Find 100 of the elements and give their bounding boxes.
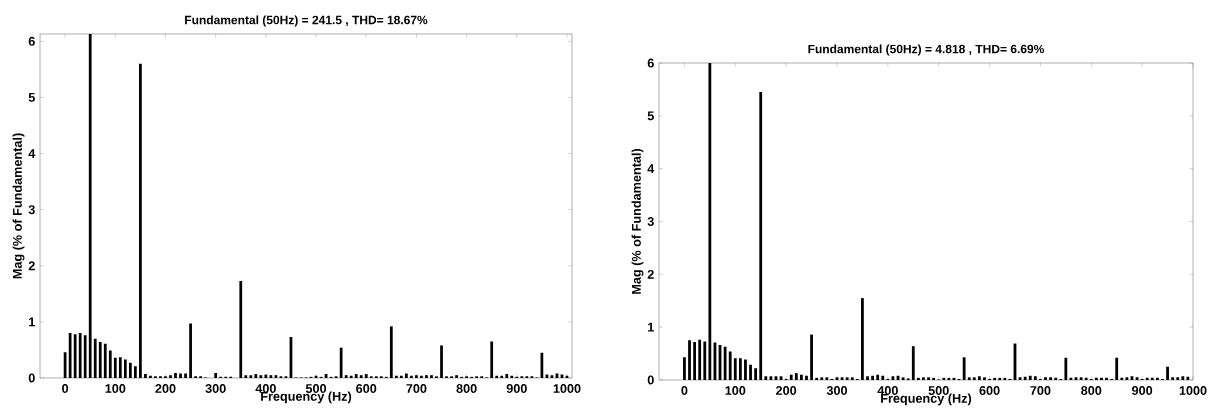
bar <box>108 350 112 378</box>
bar <box>78 333 82 378</box>
bar <box>993 377 997 380</box>
bar <box>149 375 152 378</box>
bar <box>794 373 798 380</box>
bar <box>1023 376 1027 380</box>
bar <box>754 368 758 380</box>
bar <box>88 34 92 378</box>
y-tick-label: 0 <box>28 373 35 383</box>
bar <box>128 362 132 378</box>
x-tick-label: 900 <box>506 384 527 393</box>
bar <box>723 346 727 380</box>
y-tick-label: 6 <box>28 36 35 46</box>
bar <box>410 375 413 378</box>
bar <box>983 377 986 380</box>
x-tick-label: 700 <box>1030 386 1051 395</box>
y-tick-label: 6 <box>647 58 654 68</box>
bar <box>1150 377 1154 380</box>
x-tick-label: 500 <box>305 384 327 393</box>
bar <box>103 343 107 378</box>
x-tick-label: 1000 <box>1179 386 1207 395</box>
bar <box>83 335 87 378</box>
bar <box>430 375 433 378</box>
bar <box>113 357 117 378</box>
bar <box>1125 377 1129 380</box>
bar <box>815 377 819 380</box>
x-tick-label: 0 <box>62 384 69 393</box>
x-tick-label: 200 <box>776 386 797 395</box>
x-tick-label: 300 <box>205 384 226 394</box>
bar <box>98 342 102 378</box>
bar <box>911 346 915 380</box>
bar <box>805 375 808 380</box>
bar <box>698 339 702 380</box>
bar <box>1181 376 1185 380</box>
bar <box>738 358 742 380</box>
y-tick-label: 1 <box>29 317 35 327</box>
y-axis-title: Mag (% of Fundamental) <box>631 148 644 294</box>
bar <box>967 377 971 380</box>
x-tick-label: 800 <box>456 384 477 393</box>
bar <box>688 340 691 380</box>
bar <box>922 377 925 380</box>
bar <box>871 375 874 380</box>
y-axis-title: Mag (% of Fundamental) <box>12 133 25 279</box>
bar <box>820 377 824 380</box>
bar <box>947 377 951 380</box>
bar <box>134 366 137 378</box>
x-tick-label: 800 <box>1081 386 1102 395</box>
chart-title: Fundamental (50Hz) = 4.818 , THD= 6.69% <box>808 44 1045 56</box>
y-tick-label: 3 <box>28 205 35 215</box>
x-tick-label: 0 <box>681 386 688 395</box>
x-tick-label: 600 <box>356 384 377 393</box>
y-tick-label: 5 <box>28 92 35 102</box>
bar <box>118 357 122 378</box>
bar <box>440 345 443 378</box>
bar <box>139 63 142 378</box>
bar <box>259 375 263 378</box>
bar <box>764 376 768 380</box>
bar <box>354 374 358 378</box>
bar <box>1171 377 1175 380</box>
bar <box>1084 377 1088 380</box>
bar <box>850 377 854 380</box>
bar <box>455 375 458 378</box>
y-tick-label: 0 <box>647 375 654 385</box>
bar <box>264 374 268 378</box>
chart-title: Fundamental (50Hz) = 241.5 , THD= 18.67% <box>185 15 428 27</box>
bar <box>977 376 981 380</box>
x-tick-label: 400 <box>255 384 276 393</box>
bar <box>683 357 686 380</box>
bar <box>405 373 408 378</box>
y-tick-label: 3 <box>647 217 654 226</box>
bar <box>510 375 514 378</box>
bar <box>744 359 747 380</box>
x-tick-label: 700 <box>406 384 427 393</box>
bar <box>189 323 192 378</box>
y-tick-label: 4 <box>647 164 655 174</box>
bar <box>93 338 97 378</box>
y-tick-label: 5 <box>647 111 654 121</box>
bar <box>349 375 353 378</box>
bar <box>942 377 946 380</box>
bar <box>495 375 499 378</box>
bar <box>344 375 348 378</box>
bar <box>214 372 218 378</box>
x-tick-label: 1000 <box>553 384 581 393</box>
bar <box>1033 376 1037 380</box>
bar <box>901 377 905 380</box>
bar <box>1028 375 1032 380</box>
bar <box>394 375 398 378</box>
bar <box>420 375 423 378</box>
bar <box>708 63 712 380</box>
bar <box>1064 357 1068 380</box>
bar <box>68 333 72 378</box>
bar <box>389 326 393 378</box>
bar <box>169 375 172 378</box>
bar <box>749 364 752 380</box>
bar <box>866 376 869 380</box>
bar <box>359 375 363 378</box>
bar <box>1145 377 1149 380</box>
bar <box>505 374 509 378</box>
bar <box>1094 377 1098 380</box>
bar <box>800 374 803 380</box>
